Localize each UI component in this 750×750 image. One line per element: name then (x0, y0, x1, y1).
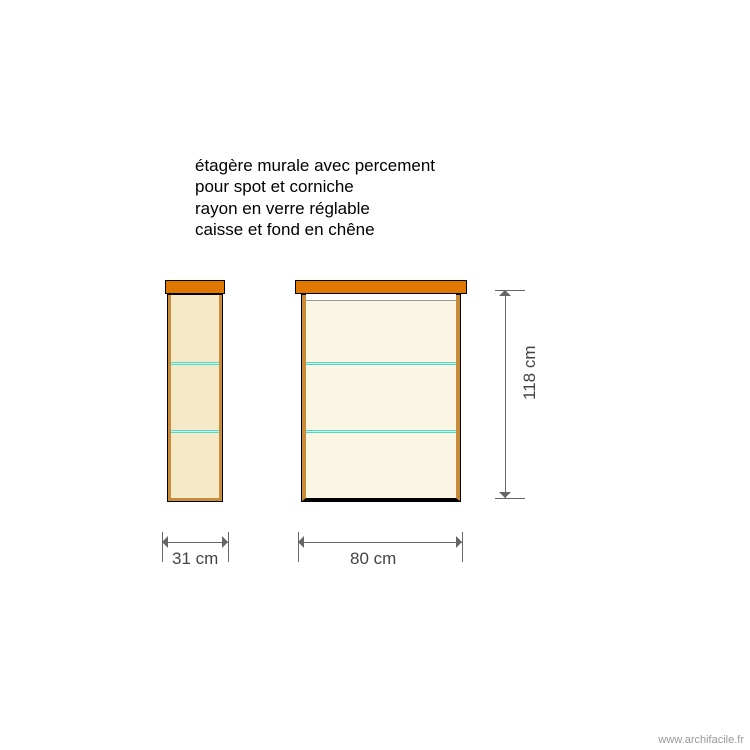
side-view-glass-shelf (171, 430, 219, 433)
dim-width-line (298, 542, 462, 543)
dim-height-arrow-top (499, 290, 511, 296)
description-line: caisse et fond en chêne (195, 219, 435, 240)
dim-depth-arrow-right (222, 536, 228, 548)
front-view-top-gap (306, 294, 456, 301)
dim-width-label: 80 cm (350, 549, 396, 569)
dim-depth-label: 31 cm (172, 549, 218, 569)
side-view-glass-shelf (171, 362, 219, 365)
watermark-text: www.archifacile.fr (658, 734, 744, 746)
dim-height-line (505, 290, 506, 498)
side-view-body (167, 294, 223, 502)
description-line: étagère murale avec percement (195, 155, 435, 176)
dim-height-label: 118 cm (520, 346, 540, 401)
dim-height-arrow-bottom (499, 492, 511, 498)
front-view-glass-shelf (306, 430, 456, 433)
dim-width-arrow-right (456, 536, 462, 548)
description-line: pour spot et corniche (195, 176, 435, 197)
dim-depth-tick-right (228, 532, 229, 562)
dim-depth-line (162, 542, 228, 543)
dim-height-tick-bottom (495, 498, 525, 499)
side-view-cornice (165, 280, 225, 294)
dim-width-arrow-left (298, 536, 304, 548)
front-view-cornice (295, 280, 467, 294)
dim-depth-arrow-left (162, 536, 168, 548)
front-view-body (301, 294, 461, 502)
dim-width-tick-right (462, 532, 463, 562)
description-line: rayon en verre réglable (195, 198, 435, 219)
front-view-glass-shelf (306, 362, 456, 365)
description-text: étagère murale avec percement pour spot … (195, 155, 435, 240)
